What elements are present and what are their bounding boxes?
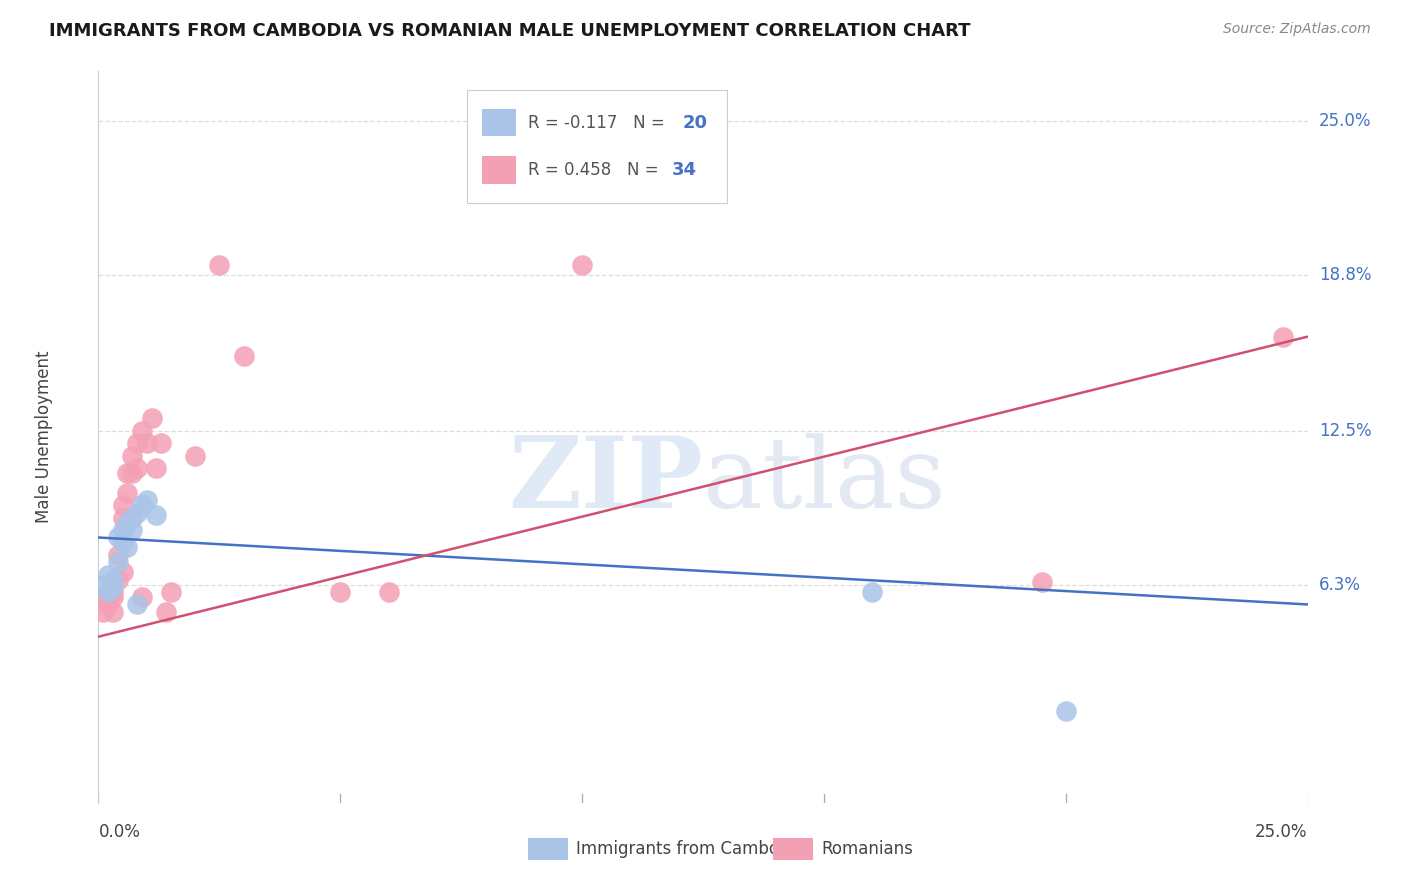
Point [107, 531, 129, 545]
Point [107, 573, 129, 587]
Point [91, 590, 114, 604]
Point [107, 555, 129, 569]
Text: 12.5%: 12.5% [1319, 422, 1371, 440]
Point [101, 605, 124, 619]
Point [97, 585, 120, 599]
Text: ZIP: ZIP [508, 433, 703, 530]
Point [127, 506, 149, 520]
Point [121, 510, 143, 524]
Point [101, 580, 124, 594]
Text: Immigrants from Cambodia: Immigrants from Cambodia [576, 840, 804, 858]
Bar [482, 156, 516, 184]
Point [135, 493, 157, 508]
Point [111, 535, 134, 549]
Text: 34: 34 [672, 161, 696, 179]
Point [101, 573, 124, 587]
Text: IMMIGRANTS FROM CAMBODIA VS ROMANIAN MALE UNEMPLOYMENT CORRELATION CHART: IMMIGRANTS FROM CAMBODIA VS ROMANIAN MAL… [49, 22, 970, 40]
Point [111, 498, 134, 512]
Text: atlas: atlas [703, 434, 946, 529]
Point [127, 436, 149, 450]
Point [141, 411, 163, 425]
Point [91, 605, 114, 619]
FancyBboxPatch shape [467, 90, 727, 203]
Point [145, 461, 167, 475]
Point [135, 436, 157, 450]
Point [377, 585, 399, 599]
Point [131, 424, 153, 438]
Text: 20: 20 [682, 113, 707, 131]
Point [97, 598, 120, 612]
Text: Romanians: Romanians [821, 840, 914, 858]
Point [117, 466, 139, 480]
Point [121, 449, 143, 463]
Text: 0.0%: 0.0% [98, 822, 141, 840]
Point [150, 436, 173, 450]
Point [155, 605, 177, 619]
Text: 25.0%: 25.0% [1256, 822, 1308, 840]
Point [111, 510, 134, 524]
Point [117, 541, 139, 555]
Bar [773, 838, 813, 860]
Point [131, 590, 153, 604]
Text: 6.3%: 6.3% [1319, 575, 1361, 593]
Point [127, 461, 149, 475]
Text: Source: ZipAtlas.com: Source: ZipAtlas.com [1223, 22, 1371, 37]
Point [97, 567, 120, 582]
Bar [527, 838, 568, 860]
Point [860, 585, 883, 599]
Point [121, 523, 143, 537]
Point [107, 548, 129, 562]
Point [145, 508, 167, 523]
Text: 18.8%: 18.8% [1319, 266, 1371, 284]
Point [1054, 704, 1077, 718]
Point [111, 523, 134, 537]
Text: R = -0.117   N =: R = -0.117 N = [527, 113, 669, 131]
Text: Male Unemployment: Male Unemployment [35, 351, 53, 524]
Point [121, 466, 143, 480]
Point [91, 577, 114, 591]
Point [101, 590, 124, 604]
Point [111, 565, 134, 579]
Point [160, 585, 183, 599]
Point [208, 258, 231, 272]
Text: 25.0%: 25.0% [1319, 112, 1371, 130]
Point [117, 486, 139, 500]
Point [127, 598, 149, 612]
Text: R = 0.458   N =: R = 0.458 N = [527, 161, 664, 179]
Point [1031, 575, 1053, 590]
Point [571, 258, 593, 272]
Point [117, 516, 139, 530]
Point [101, 585, 124, 599]
Point [131, 498, 153, 512]
Point [1272, 329, 1295, 343]
Bar [482, 109, 516, 136]
Point [97, 585, 120, 599]
Point [184, 449, 207, 463]
Point [232, 350, 254, 364]
Point [329, 585, 352, 599]
